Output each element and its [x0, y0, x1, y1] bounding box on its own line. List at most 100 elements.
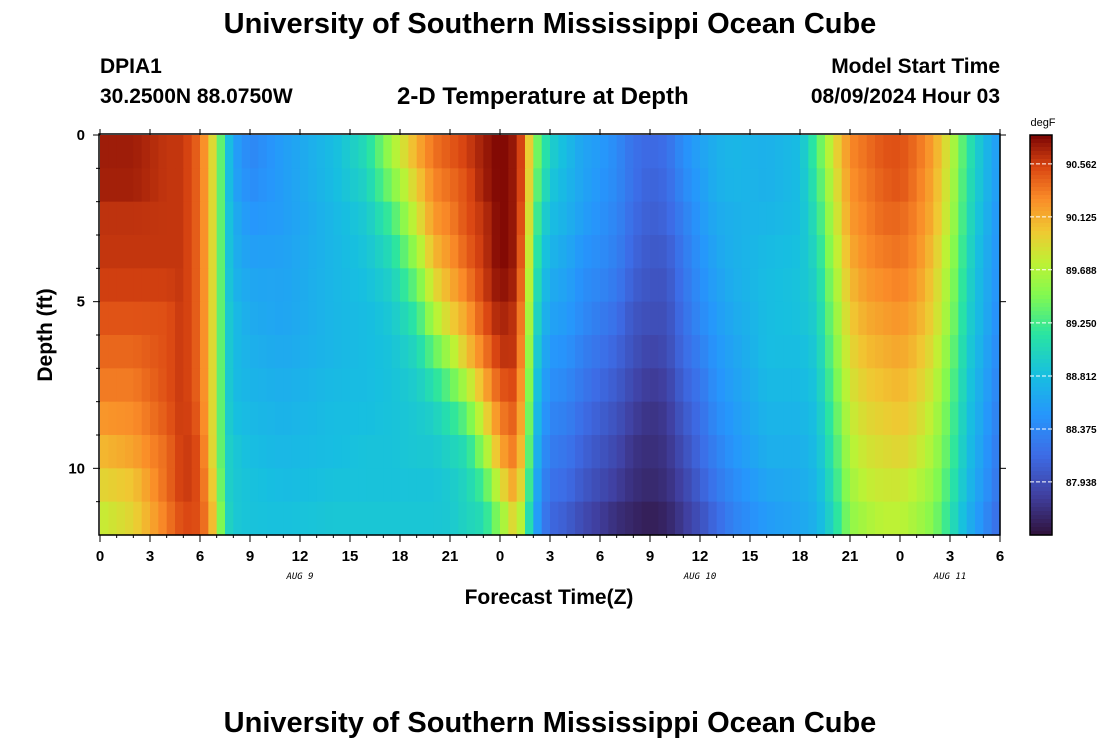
heatmap-cell	[366, 501, 376, 536]
heatmap-cell	[816, 435, 826, 469]
heatmap-cell	[216, 201, 226, 236]
heatmap-cell	[691, 501, 701, 536]
heatmap-cell	[183, 301, 193, 336]
heatmap-cell	[441, 201, 451, 236]
heatmap-cell	[175, 301, 184, 336]
heatmap-cell	[791, 135, 801, 169]
heatmap-cell	[216, 135, 226, 169]
heatmap-cell	[800, 468, 809, 503]
heatmap-cell	[516, 501, 526, 536]
heatmap-cell	[641, 368, 651, 403]
heatmap-cell	[725, 401, 734, 436]
heatmap-cell	[316, 301, 326, 336]
colorbar-segment	[1030, 507, 1052, 512]
heatmap-cell	[508, 135, 518, 169]
heatmap-cell	[566, 335, 576, 369]
heatmap-cell	[558, 435, 568, 469]
heatmap-cell	[141, 435, 151, 469]
heatmap-cell	[608, 468, 618, 503]
colorbar-segment	[1030, 359, 1052, 364]
heatmap-cell	[416, 168, 426, 203]
colorbar-segment	[1030, 235, 1052, 240]
heatmap-cell	[325, 435, 334, 469]
heatmap-cell	[825, 268, 834, 303]
heatmap-cell	[308, 435, 318, 469]
heatmap-cell	[116, 401, 126, 436]
heatmap-cell	[941, 135, 951, 169]
heatmap-cell	[500, 401, 509, 436]
heatmap-cell	[358, 268, 368, 303]
heatmap-cell	[250, 235, 259, 269]
heatmap-cell	[633, 335, 643, 369]
heatmap-cell	[233, 235, 243, 269]
heatmap-cell	[625, 401, 634, 436]
colorbar-segment	[1030, 143, 1052, 148]
heatmap-cell	[708, 435, 718, 469]
heatmap-cell	[466, 435, 476, 469]
x-tick-label: 12	[692, 548, 709, 565]
heatmap-cell	[925, 268, 934, 303]
heatmap-cell	[150, 201, 159, 236]
heatmap-cell	[950, 501, 959, 536]
heatmap-cell	[533, 201, 543, 236]
heatmap-cell	[791, 501, 801, 536]
heatmap-cell	[183, 268, 193, 303]
heatmap-cell	[116, 335, 126, 369]
heatmap-cell	[208, 335, 218, 369]
heatmap-cell	[883, 401, 893, 436]
heatmap-cell	[925, 301, 934, 336]
heatmap-cell	[608, 301, 618, 336]
heatmap-cell	[258, 268, 268, 303]
heatmap-cell	[850, 235, 859, 269]
station-coordinates: 30.2500N 88.0750W	[100, 85, 293, 108]
heatmap-cell	[733, 501, 743, 536]
heatmap-cell	[433, 301, 443, 336]
heatmap-cell	[600, 335, 609, 369]
heatmap-cell	[283, 468, 293, 503]
heatmap-cell	[533, 168, 543, 203]
heatmap-cell	[508, 435, 518, 469]
heatmap-cell	[641, 235, 651, 269]
heatmap-cell	[916, 201, 926, 236]
heatmap-cell	[433, 201, 443, 236]
heatmap-cell	[225, 235, 234, 269]
colorbar-segment	[1030, 371, 1052, 376]
heatmap-cell	[141, 401, 151, 436]
heatmap-cell	[283, 135, 293, 169]
heatmap-cell	[541, 201, 551, 236]
heatmap-cell	[500, 468, 509, 503]
heatmap-cell	[375, 135, 384, 169]
heatmap-cell	[383, 401, 393, 436]
heatmap-cell	[116, 268, 126, 303]
heatmap-cell	[675, 401, 684, 436]
heatmap-cell	[466, 401, 476, 436]
heatmap-cell	[800, 168, 809, 203]
heatmap-cell	[191, 235, 201, 269]
heatmap-cell	[491, 435, 501, 469]
heatmap-cell	[250, 401, 259, 436]
heatmap-cell	[891, 235, 901, 269]
colorbar-segment	[1030, 231, 1052, 236]
heatmap-cell	[275, 501, 284, 536]
heatmap-cell	[825, 468, 834, 503]
heatmap-cell	[125, 368, 134, 403]
heatmap-cell	[216, 301, 226, 336]
heatmap-cell	[800, 201, 809, 236]
heatmap-cell	[941, 501, 951, 536]
heatmap-cell	[300, 168, 309, 203]
heatmap-cell	[525, 468, 534, 503]
heatmap-cell	[191, 335, 201, 369]
heatmap-cell	[866, 468, 876, 503]
heatmap-cell	[208, 135, 218, 169]
heatmap-cell	[658, 368, 668, 403]
heatmap-cell	[125, 235, 134, 269]
colorbar-tick-label: 87.938	[1066, 478, 1097, 489]
heatmap-cell	[816, 135, 826, 169]
heatmap-cell	[483, 168, 493, 203]
heatmap-cell	[800, 401, 809, 436]
heatmap-cell	[433, 501, 443, 536]
heatmap-cell	[341, 435, 351, 469]
heatmap-cell	[675, 501, 684, 536]
heatmap-cell	[883, 235, 893, 269]
heatmap-cell	[100, 435, 109, 469]
